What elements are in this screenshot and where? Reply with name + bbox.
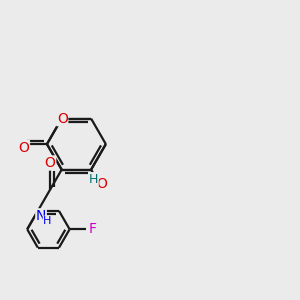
Text: N: N xyxy=(36,209,46,223)
Text: H: H xyxy=(43,216,52,226)
Text: O: O xyxy=(19,141,29,154)
Text: H: H xyxy=(89,172,98,186)
Text: O: O xyxy=(45,156,56,170)
Text: F: F xyxy=(88,222,96,236)
Text: O: O xyxy=(57,112,68,126)
Text: O: O xyxy=(96,177,107,191)
